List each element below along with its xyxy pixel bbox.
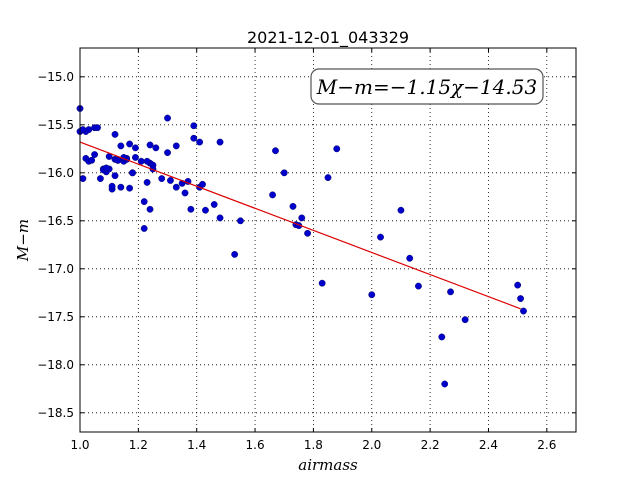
y-tick-label: −18.5 [37,406,74,420]
data-point [108,182,116,190]
data-point [269,191,276,199]
data-point [172,142,180,150]
y-tick-label: −15.0 [37,70,74,84]
annotation-frame [310,68,544,105]
data-point [111,130,119,138]
data-point [97,175,104,182]
data-point [231,250,239,258]
data-point [126,184,134,192]
data-point [324,174,332,182]
y-tick-label: −18.0 [37,358,74,372]
y-tick-label: −15.5 [37,118,74,132]
ticks: 1.0 1.2 1.4 1.6 1.8 2.0 2.2 2.4 2.6 −15.0 −15.5 −16… [37,48,576,452]
data-point [132,154,139,161]
y-tick-label: −16.5 [37,214,74,228]
data-point [114,156,122,164]
x-tick-label: 2.6 [537,438,556,452]
data-point [85,126,93,134]
data-point [377,233,384,241]
data-point [143,157,151,165]
data-point [298,214,306,222]
x-tick-label: 1.8 [304,438,323,452]
data-point [304,229,311,237]
data-point [88,156,96,164]
data-point [272,147,279,155]
data-point [167,177,174,184]
data-point [181,189,189,197]
y-tick-label: −17.0 [37,262,74,276]
data-point [514,281,522,289]
data-point [406,254,414,262]
data-point [216,214,224,222]
data-point [146,205,154,213]
data-point [137,157,145,165]
data-point [143,178,151,186]
y-tick-label: −16.0 [37,166,74,180]
data-point [152,144,160,152]
data-point [441,380,449,388]
data-point [117,183,125,191]
data-point [140,225,148,232]
data-point [79,126,87,134]
data-point [111,172,119,180]
y-tick-label: −17.5 [37,310,74,324]
data-point [164,149,171,157]
data-point [202,206,209,214]
data-point [447,288,454,296]
data-point [318,279,326,287]
data-point [216,138,224,146]
data-point [196,138,204,146]
data-point [129,169,136,177]
data-point [333,145,341,153]
data-point [132,144,139,152]
x-tick-label: 2.0 [362,438,381,452]
data-point [199,180,206,188]
x-axis-label: airmass [298,456,358,474]
data-point [237,217,244,225]
data-point [210,201,218,208]
data-point [280,169,288,177]
x-tick-label: 2.2 [421,438,440,452]
data-point [79,175,87,182]
data-point [140,198,148,206]
data-point [102,164,110,172]
plot-frame [79,47,577,433]
chart-title: 2021-12-01_043329 [247,28,409,48]
x-tick-label: 1.0 [70,438,89,452]
data-point [94,124,101,132]
annotation-text: M−m=−1.15χ−14.53 [316,75,537,99]
data-point [146,141,154,149]
data-point [126,140,134,148]
x-tick-label: 1.4 [187,438,206,452]
x-tick-label: 1.6 [246,438,265,452]
data-point [289,202,297,210]
data-point [520,307,527,315]
data-point [117,142,125,150]
y-axis-label: M−m [14,219,32,262]
data-point [517,295,524,302]
x-tick-label: 2.4 [479,438,498,452]
plot-area [80,48,576,432]
data-point [461,316,469,324]
data-points [76,105,527,388]
fit-line [79,141,521,310]
data-point [438,333,446,341]
annotation-box: M−m=−1.15χ−14.53 [310,68,544,105]
data-point [415,282,422,290]
data-point [187,205,195,213]
grid [79,48,576,432]
data-point [164,114,171,122]
data-point [158,175,166,182]
data-point [190,134,198,142]
data-point [190,122,198,130]
x-tick-label: 1.2 [129,438,148,452]
data-point [172,183,180,191]
data-point [397,206,405,214]
data-point [91,151,98,158]
data-point [368,291,376,299]
